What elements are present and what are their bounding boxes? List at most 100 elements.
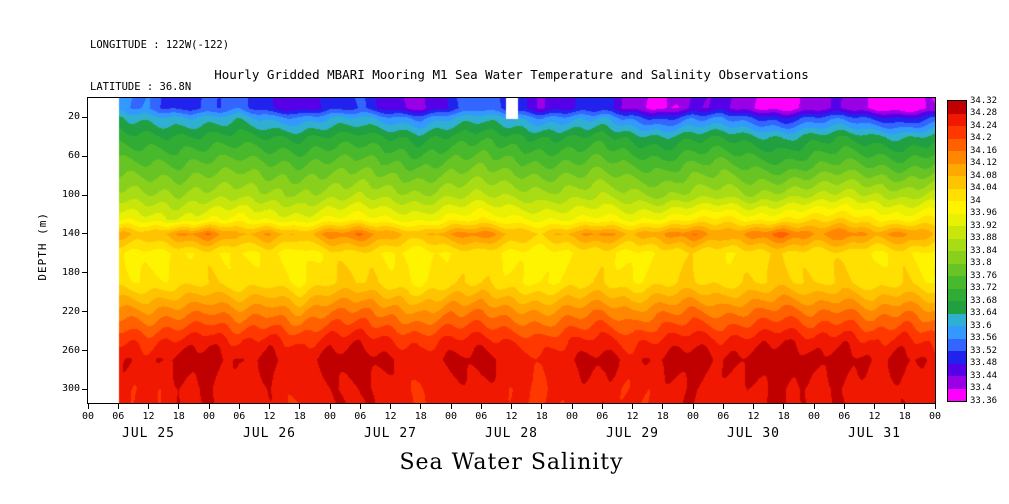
x-axis-tick [450, 404, 452, 409]
colorbar-tick-label: 33.4 [970, 383, 992, 393]
x-axis-tick [420, 404, 422, 409]
x-axis-tick [87, 404, 89, 409]
colorbar-cell [948, 388, 966, 401]
x-tick-label: 06 [112, 411, 125, 422]
x-tick-label: 00 [686, 411, 700, 422]
colorbar-tick-label: 34.16 [970, 145, 998, 156]
colorbar-tick-label: 34.04 [970, 183, 998, 193]
x-axis-tick [662, 404, 664, 409]
x-tick-label: 06 [717, 411, 730, 422]
colorbar-cell [948, 351, 966, 364]
colorbar-cell [948, 326, 966, 339]
x-tick-label: 12 [384, 411, 397, 422]
x-axis-tick [117, 404, 119, 409]
colorbar-tick-label: 34.28 [970, 108, 998, 118]
colorbar-tick-label: 34.2 [970, 133, 992, 143]
x-axis-tick [541, 404, 543, 409]
colorbar-cell [948, 338, 966, 351]
colorbar-cell [948, 288, 966, 301]
colorbar-cell [948, 126, 966, 139]
colorbar-tick-label: 33.72 [970, 283, 998, 293]
colorbar-cell [948, 301, 966, 314]
x-axis-tick [753, 404, 754, 409]
x-axis-tick [329, 404, 331, 409]
day-label: JUL 31 [848, 426, 901, 441]
x-axis-tick [904, 404, 906, 409]
x-tick-label: 12 [263, 411, 276, 422]
colorbar-cell [948, 138, 966, 151]
x-axis-tick [874, 404, 875, 409]
depth-tick-label: 100 [61, 189, 80, 201]
colorbar-cell [948, 313, 966, 326]
x-tick-label: 00 [807, 411, 821, 422]
colorbar-cell [948, 151, 966, 164]
colorbar-tick-label: 33.56 [970, 333, 998, 343]
colorbar-cell [948, 176, 966, 189]
x-axis-tick [511, 404, 512, 409]
x-axis-tick [238, 404, 240, 409]
figure-caption: Sea Water Salinity [399, 450, 624, 475]
depth-tick-label: 60 [67, 150, 80, 162]
y-axis-tick [82, 272, 87, 274]
colorbar-cell [948, 188, 966, 201]
colorbar-tick-label: 33.8 [970, 258, 992, 268]
y-axis-tick [82, 350, 87, 352]
colorbar-cell [948, 113, 966, 126]
colorbar-tick-label: 33.36 [970, 395, 998, 406]
colorbar-cell [948, 213, 966, 226]
x-tick-label: 18 [656, 411, 669, 422]
x-tick-label: 12 [747, 411, 760, 422]
colorbar-cell [948, 276, 966, 289]
colorbar-tick-label: 33.96 [970, 208, 998, 218]
x-tick-label: 00 [928, 411, 942, 422]
x-axis-tick [843, 404, 845, 409]
x-tick-label: 06 [838, 411, 851, 422]
depth-tick-label: 300 [61, 383, 80, 395]
x-tick-label: 00 [202, 411, 216, 422]
day-label: JUL 25 [122, 426, 175, 441]
x-axis-tick [390, 404, 391, 409]
x-axis-tick [692, 404, 694, 409]
chart-title: Hourly Gridded MBARI Mooring M1 Sea Wate… [214, 67, 809, 82]
x-axis-tick [571, 404, 573, 409]
y-axis-tick [82, 194, 87, 196]
x-tick-label: 12 [505, 411, 518, 422]
colorbar-cell [948, 263, 966, 276]
colorbar-tick-label: 33.44 [970, 370, 998, 381]
x-axis-tick [813, 404, 815, 409]
colorbar-tick-label: 33.88 [970, 233, 998, 243]
x-tick-label: 06 [233, 411, 246, 422]
y-axis-tick [82, 155, 87, 157]
latitude-label: LATITUDE : 36.8N [90, 81, 192, 93]
colorbar-tick-label: 33.84 [970, 245, 998, 256]
x-axis-tick [480, 404, 482, 409]
x-axis-tick [208, 404, 210, 409]
colorbar-tick-label: 34 [970, 195, 981, 206]
depth-tick-label: 220 [61, 305, 80, 317]
depth-tick-label: 140 [61, 227, 80, 239]
x-tick-label: 18 [172, 411, 185, 422]
x-axis-tick [722, 404, 724, 409]
y-axis-tick [82, 116, 87, 118]
x-axis-tick [934, 404, 936, 409]
x-tick-label: 18 [535, 411, 548, 422]
day-label: JUL 30 [727, 426, 780, 441]
colorbar-tick-label: 33.64 [970, 308, 998, 318]
colorbar-cell [948, 251, 966, 264]
salinity-heatmap-canvas [88, 98, 935, 403]
x-axis-tick [632, 404, 633, 409]
x-axis-tick [601, 404, 603, 409]
x-axis-tick [359, 404, 361, 409]
colorbar-tick-label: 33.92 [970, 220, 998, 231]
day-label: JUL 28 [485, 426, 538, 441]
x-tick-label: 18 [293, 411, 306, 422]
colorbar-tick-label: 33.52 [970, 345, 998, 356]
colorbar-tick-label: 34.12 [970, 158, 998, 168]
colorbar-tick-label: 34.08 [970, 170, 998, 181]
x-axis-tick [178, 404, 180, 409]
depth-tick-label: 260 [61, 344, 80, 356]
colorbar [947, 100, 967, 402]
colorbar-cell [948, 163, 966, 176]
x-tick-label: 18 [777, 411, 790, 422]
y-axis-tick [82, 311, 87, 313]
